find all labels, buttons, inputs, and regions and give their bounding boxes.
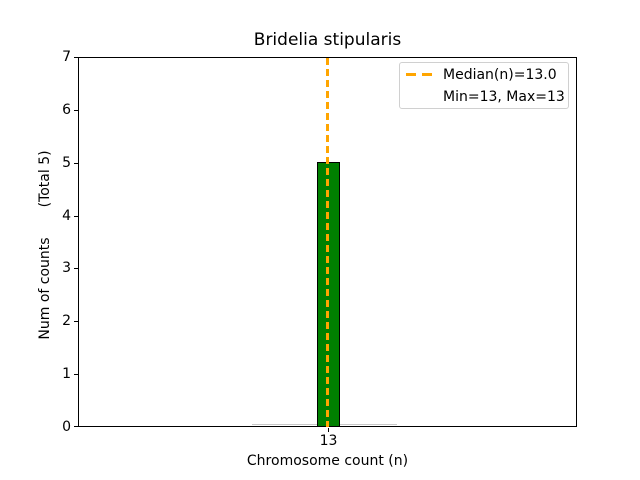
y-tick-mark-4 [74, 216, 78, 217]
y-tick-mark-1 [74, 374, 78, 375]
y-tick-label: 7 [62, 49, 71, 65]
y-tick-label: 6 [62, 102, 71, 118]
y-tick-mark-5 [74, 163, 78, 164]
y-tick-mark-6 [74, 110, 78, 111]
y-tick-label: 1 [62, 366, 71, 382]
legend-minmax-label: Min=13, Max=13 [443, 88, 565, 105]
y-tick-mark-3 [74, 268, 78, 269]
median-line [326, 58, 329, 427]
y-tick-mark-0 [74, 426, 78, 427]
y-tick-label: 2 [62, 313, 71, 329]
legend-entry-median: Median(n)=13.0 [400, 65, 568, 85]
y-tick-mark-2 [74, 321, 78, 322]
y-tick-label: 5 [62, 155, 71, 171]
y-tick-label: 0 [62, 419, 71, 435]
chart-title: Bridelia stipularis [253, 30, 402, 50]
legend-median-label: Median(n)=13.0 [443, 66, 557, 83]
y-tick-mark-7 [74, 57, 78, 58]
x-tick-label: 13 [319, 433, 338, 449]
x-axis-label: Chromosome count (n) [246, 453, 409, 469]
y-tick-label: 4 [62, 208, 71, 224]
legend-entry-minmax: Min=13, Max=13 [400, 87, 568, 107]
x-tick-mark-13 [328, 428, 329, 432]
dashed-line-icon [406, 73, 432, 76]
legend-box: Median(n)=13.0 Min=13, Max=13 [399, 62, 569, 109]
y-tick-label: 3 [62, 260, 71, 276]
